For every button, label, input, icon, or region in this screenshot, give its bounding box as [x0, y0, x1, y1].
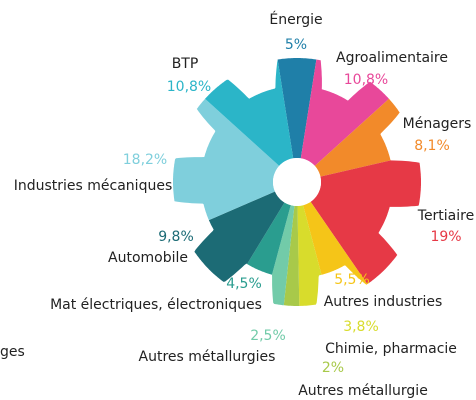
slice — [303, 201, 368, 285]
slice — [310, 160, 421, 285]
value-label: 18,2% — [123, 152, 167, 168]
slice-name: Chimie, pharmacie — [325, 341, 457, 357]
slice-name: Industries mécaniques — [14, 178, 173, 194]
slice-name: Mat électriques, électroniques — [50, 297, 262, 313]
value-label: 10,8% — [344, 72, 388, 88]
value-label: 3,8% — [343, 319, 379, 335]
value-label: 10,8% — [167, 79, 211, 95]
slice — [272, 205, 295, 306]
slice — [277, 58, 317, 159]
value-label: 2% — [322, 360, 344, 376]
value-label: 5% — [285, 37, 307, 53]
value-label: 4,5% — [226, 276, 262, 292]
slice-name: Tertiaire — [417, 208, 474, 224]
slice — [314, 98, 400, 177]
slice-name: BTP — [172, 56, 199, 72]
slice-name: Agroalimentaire — [336, 50, 448, 66]
slice — [297, 205, 322, 306]
value-label: 2,5% — [250, 328, 286, 344]
slice — [194, 191, 285, 282]
slice-name: Ménagers — [403, 116, 472, 132]
value-label: 19% — [430, 229, 461, 245]
clipped-label: ges — [0, 344, 25, 360]
slice-name: Autres métallurgies — [139, 349, 276, 365]
value-label: 8,1% — [414, 138, 450, 154]
value-label: 9,8% — [158, 229, 194, 245]
center-hole — [273, 158, 321, 206]
slice-name: Autres métallurgie — [298, 383, 428, 399]
slice — [205, 59, 294, 166]
slice — [173, 98, 280, 221]
slice-name: Automobile — [108, 250, 188, 266]
slice — [247, 202, 291, 275]
slice-name: Autres industries — [324, 294, 443, 310]
slice — [283, 205, 300, 306]
slice — [300, 59, 389, 166]
value-label: 5,5% — [334, 272, 370, 288]
slice-name: Énergie — [269, 11, 322, 28]
